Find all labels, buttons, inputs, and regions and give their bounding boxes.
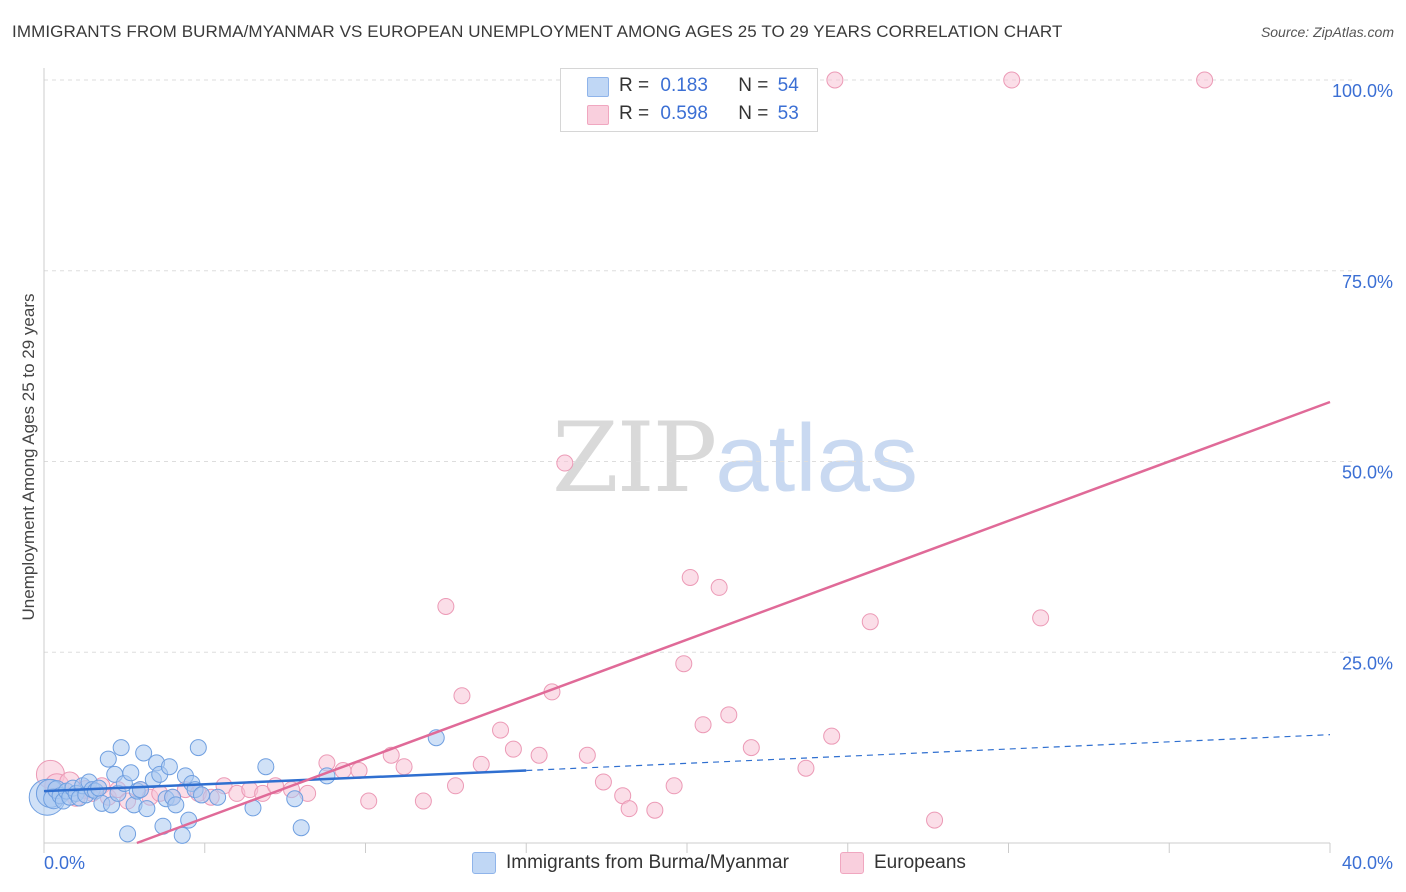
legend-n-label: N = <box>738 75 769 96</box>
europeans-point <box>694 716 712 734</box>
legend-n-value: 53 <box>777 103 799 124</box>
burma-point <box>209 788 227 806</box>
y-tick-label: 100.0% <box>1332 81 1393 101</box>
bottom-legend-burma-label: Immigrants from Burma/Myanmar <box>506 852 789 873</box>
legend-r-value: 0.598 <box>660 103 708 124</box>
europeans-point <box>681 568 699 586</box>
burma-point <box>135 744 153 762</box>
europeans-point <box>530 746 548 764</box>
burma-point <box>112 739 130 757</box>
y-tick-label: 25.0% <box>1342 653 1393 673</box>
burma-point <box>257 758 275 776</box>
burma-point <box>193 786 211 804</box>
bottom-legend-europeans-label: Europeans <box>874 852 966 873</box>
europeans-point <box>620 800 638 818</box>
trend-lines <box>43 400 1331 845</box>
burma-trend-extension <box>526 734 1331 772</box>
y-tick-label: 75.0% <box>1342 272 1393 292</box>
burma-point <box>167 796 185 814</box>
burma-point <box>173 826 191 844</box>
legend-row-blue: R = 0.183 N = 54 <box>619 73 799 99</box>
legend-r-label: R = <box>619 75 650 96</box>
europeans-point <box>492 721 510 739</box>
source-label: Source: ZipAtlas.com <box>1260 24 1394 40</box>
europeans-point <box>665 777 683 795</box>
europeans-point <box>360 792 378 810</box>
europeans-point <box>926 811 944 829</box>
europeans-point <box>504 740 522 758</box>
legend-r-label: R = <box>619 103 650 124</box>
europeans-point <box>710 578 728 596</box>
europeans-points <box>35 71 1214 829</box>
europeans-point <box>472 755 490 773</box>
x-tick-label: 40.0% <box>1342 853 1393 873</box>
tick-labels: 25.0% 50.0% 75.0% 100.0% 0.0% 40.0% <box>44 81 1393 873</box>
europeans-point <box>453 687 471 705</box>
europeans-point <box>1196 71 1214 89</box>
europeans-point <box>797 759 815 777</box>
europeans-point <box>742 739 760 757</box>
x-tick-label: 0.0% <box>44 853 85 873</box>
chart-title: IMMIGRANTS FROM BURMA/MYANMAR VS EUROPEA… <box>12 22 1063 41</box>
burma-trend-line <box>43 769 527 793</box>
europeans-point <box>826 71 844 89</box>
legend-row-pink: R = 0.598 N = 53 <box>619 101 799 127</box>
legend-n-label: N = <box>738 103 769 124</box>
burma-point <box>292 819 310 837</box>
europeans-point <box>414 792 432 810</box>
bottom-legend-europeans: Europeans <box>840 852 966 874</box>
legend-swatch-pink <box>587 105 609 125</box>
legend-n-value: 54 <box>777 75 799 96</box>
y-axis-label: Unemployment Among Ages 25 to 29 years <box>19 294 38 621</box>
burma-point <box>119 825 137 843</box>
bottom-swatch-pink <box>840 852 864 874</box>
europeans-point <box>395 758 413 776</box>
europeans-point <box>720 706 738 724</box>
burma-point <box>160 758 178 776</box>
burma-point <box>122 764 140 782</box>
burma-point <box>99 750 117 768</box>
legend-swatch-blue <box>587 77 609 97</box>
europeans-trend-line <box>136 400 1331 845</box>
europeans-point <box>350 762 368 780</box>
axes <box>43 68 1331 853</box>
europeans-point <box>861 613 879 631</box>
europeans-point <box>594 773 612 791</box>
legend-r-value: 0.183 <box>660 75 708 96</box>
europeans-point <box>646 801 664 819</box>
europeans-point <box>578 746 596 764</box>
europeans-point <box>675 655 693 673</box>
europeans-point <box>823 727 841 745</box>
burma-point <box>138 800 156 818</box>
europeans-point <box>437 597 455 615</box>
burma-point <box>189 739 207 757</box>
europeans-point <box>447 777 465 795</box>
y-tick-label: 50.0% <box>1342 463 1393 483</box>
stats-legend: R = 0.183 N = 54 R = 0.598 N = 53 <box>560 68 818 132</box>
bottom-swatch-blue <box>472 852 496 874</box>
europeans-point <box>556 454 574 472</box>
europeans-point <box>1003 71 1021 89</box>
europeans-point <box>1032 609 1050 627</box>
bottom-legend-burma: Immigrants from Burma/Myanmar <box>472 852 789 874</box>
burma-point <box>286 790 304 808</box>
grid-lines <box>44 79 1352 653</box>
